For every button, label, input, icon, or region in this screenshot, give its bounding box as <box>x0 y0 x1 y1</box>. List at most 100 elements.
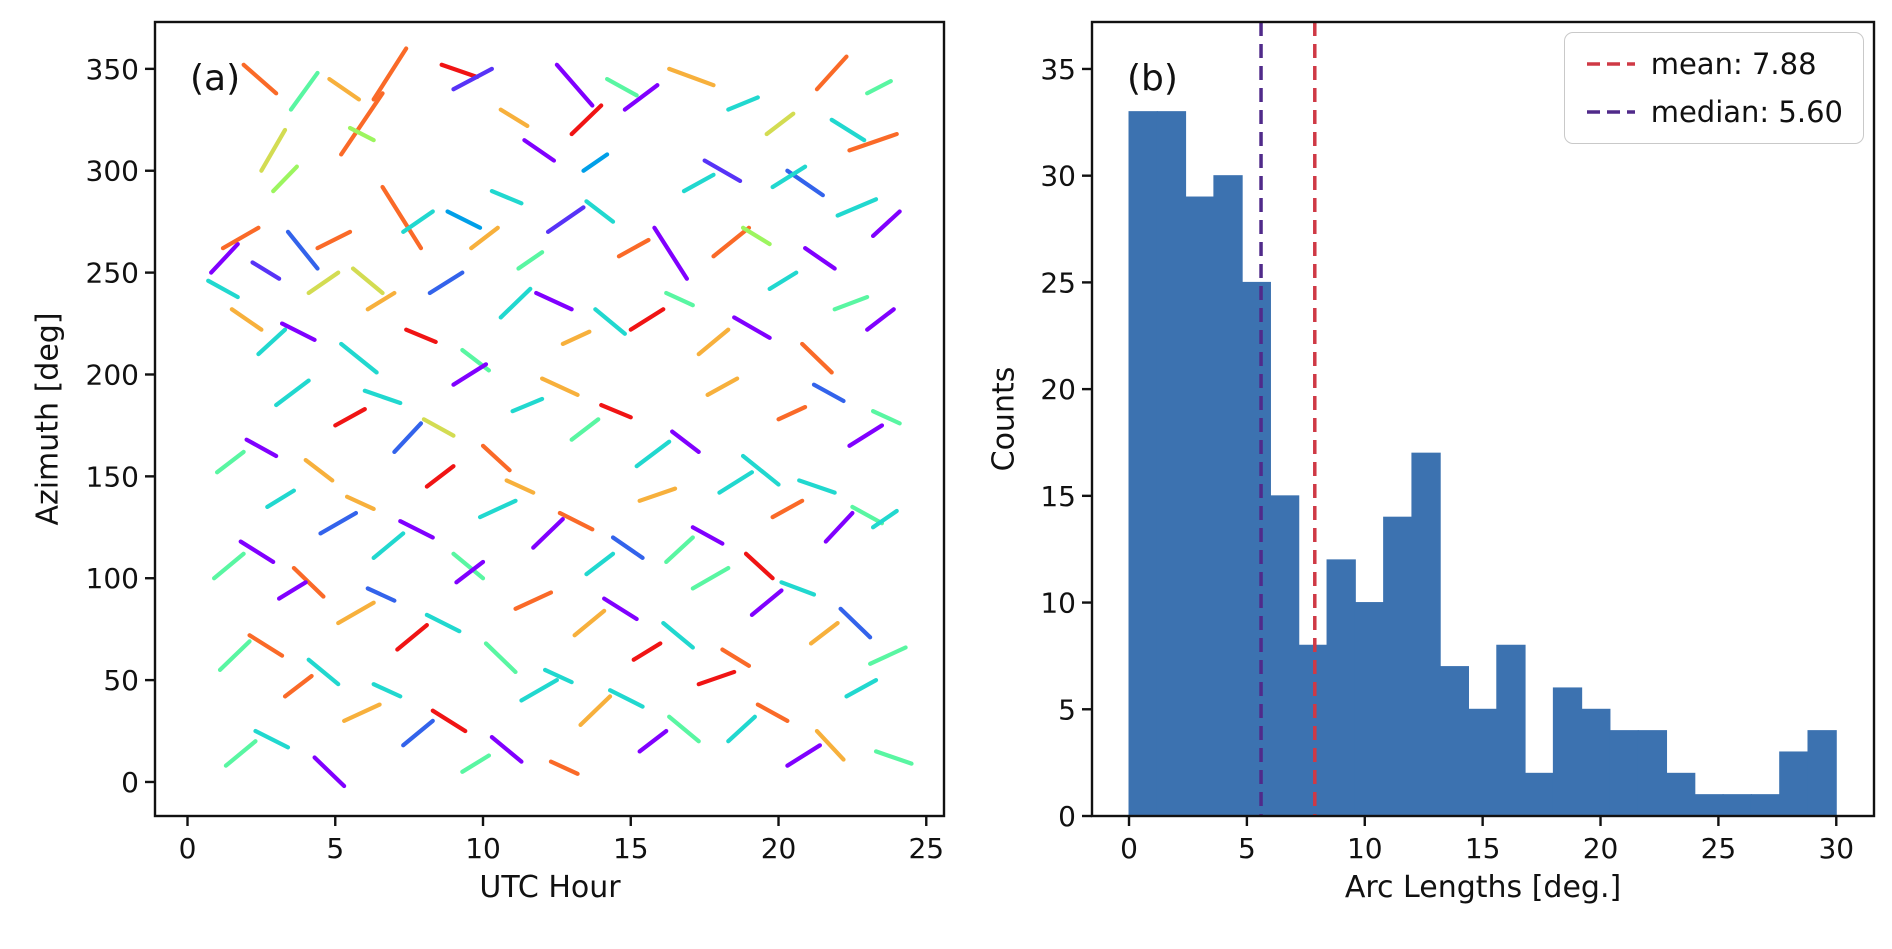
arc-segment <box>631 641 663 662</box>
arc-segment <box>253 728 291 750</box>
arc-segment <box>870 508 899 530</box>
arc-segment <box>288 70 320 112</box>
arc-segment <box>622 83 660 112</box>
arc-segment <box>755 702 790 723</box>
arc-segment <box>868 645 908 666</box>
arc-segment <box>504 478 536 495</box>
arc-segment <box>401 209 435 234</box>
arc-segment <box>776 404 808 422</box>
arc-segment <box>593 307 627 336</box>
arc-segment <box>531 517 565 550</box>
arc-segment <box>217 639 252 673</box>
arc-segment <box>743 551 775 581</box>
legend-item-median: median: 5.60 <box>1585 95 1843 129</box>
arc-segment <box>667 66 716 88</box>
arc-segment <box>451 66 494 92</box>
arc-segment <box>545 205 586 234</box>
arc-segment <box>865 78 893 96</box>
arc-segment <box>803 246 837 271</box>
arc-segment <box>427 270 465 296</box>
arc-segment <box>740 453 781 487</box>
arc-segment <box>732 315 772 340</box>
panel-b-y-tick-label: 5 <box>1058 693 1076 726</box>
panel-b-y-tick-label: 15 <box>1040 480 1076 513</box>
histogram-bar <box>1750 794 1781 817</box>
arc-segment <box>498 107 530 129</box>
panel-a-y-tick-label: 150 <box>86 460 139 493</box>
arc-segment <box>696 669 737 687</box>
arc-segment <box>454 559 486 585</box>
arc-segment <box>339 341 379 375</box>
panel-a-y-tick-label: 250 <box>86 257 139 290</box>
arc-segment <box>404 327 438 344</box>
arc-segment <box>711 225 752 259</box>
arc-segment <box>223 739 258 768</box>
arc-segment <box>870 409 902 426</box>
arc-segment <box>767 270 799 292</box>
arc-segment <box>214 449 246 475</box>
arc-segment <box>770 164 808 190</box>
histogram-bar <box>1609 730 1639 817</box>
arc-segment <box>740 225 772 247</box>
arc-segment <box>279 321 317 342</box>
arc-segment <box>206 278 240 300</box>
arc-segment <box>661 620 695 650</box>
arc-segment <box>371 46 409 102</box>
histogram-bar <box>1666 772 1696 817</box>
histogram-bar <box>1241 281 1271 817</box>
arc-segment <box>572 608 607 638</box>
arc-segment <box>847 131 899 153</box>
panel-b-x-tick-label: 0 <box>1120 832 1138 865</box>
arc-segment <box>265 488 296 510</box>
panel-a-x-tick-label: 0 <box>179 832 197 865</box>
panel-b-y-tick-label: 0 <box>1058 800 1076 833</box>
panel-b-x-tick-label: 15 <box>1465 832 1501 865</box>
arc-segment <box>229 307 264 332</box>
arc-segment <box>277 580 308 601</box>
panel-a-x-tick-label: 15 <box>613 832 649 865</box>
arc-segment <box>285 229 320 271</box>
histogram-bar <box>1552 687 1583 817</box>
arc-segment <box>489 735 524 764</box>
arc-segment <box>445 209 483 230</box>
arc-segment <box>785 743 822 768</box>
panel-b-y-tick-label: 35 <box>1040 53 1076 86</box>
arc-segment <box>424 464 456 489</box>
arc-segment <box>557 510 595 532</box>
arc-segment <box>605 76 639 98</box>
arc-segment <box>811 382 846 404</box>
arc-segment <box>241 62 279 96</box>
arc-segment <box>637 728 669 754</box>
arc-segment <box>720 647 752 668</box>
arc-segment <box>395 622 429 652</box>
panel-b-y-tick-label: 25 <box>1040 266 1076 299</box>
arc-segment <box>870 209 902 239</box>
arc-segment <box>749 588 784 618</box>
arc-segment <box>823 510 855 544</box>
arc-segment <box>327 76 361 102</box>
arc-segment <box>212 551 246 581</box>
arc-segment <box>318 510 359 536</box>
arc-segment <box>637 486 678 503</box>
arc-segment <box>581 152 610 173</box>
panel-a-y-tick-label: 100 <box>86 562 139 595</box>
arc-segment <box>424 612 462 634</box>
arc-segment <box>244 437 279 459</box>
arc-segment <box>516 250 545 271</box>
arc-segment <box>554 62 595 108</box>
arc-segment <box>398 519 435 540</box>
panel-b-x-tick-label: 10 <box>1347 832 1383 865</box>
arc-segment <box>664 290 695 308</box>
arc-segment <box>430 708 468 734</box>
panel-a-y-tick-label: 350 <box>86 53 139 86</box>
arc-segment <box>274 378 311 408</box>
arc-segment <box>670 429 701 455</box>
panel-a-axes-frame <box>153 20 946 818</box>
median-dash-sample <box>1586 110 1635 114</box>
arc-segment <box>344 494 376 512</box>
arc-segment <box>220 225 261 251</box>
arc-segment <box>542 667 574 685</box>
histogram-bar <box>1269 495 1300 817</box>
arc-segment <box>865 307 896 332</box>
